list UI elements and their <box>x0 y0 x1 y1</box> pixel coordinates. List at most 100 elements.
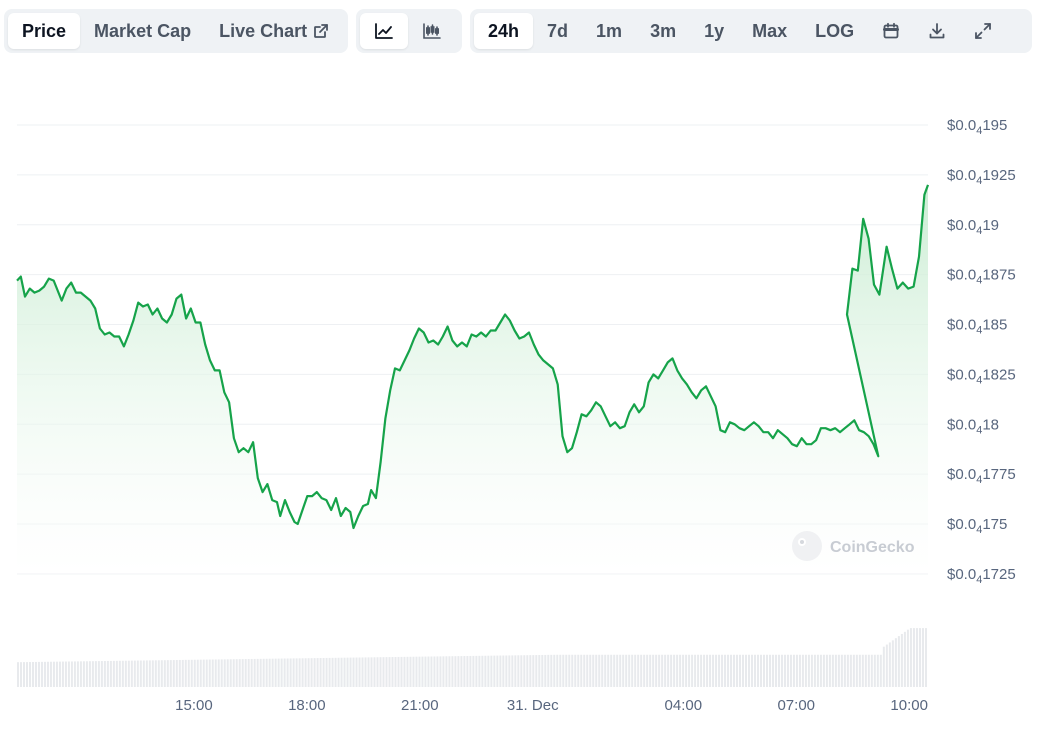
volume-bar <box>109 660 112 687</box>
volume-bar <box>262 658 265 687</box>
log-scale-toggle[interactable]: LOG <box>815 20 855 41</box>
volume-bar <box>481 655 484 687</box>
volume-bar <box>184 659 187 687</box>
tab-price[interactable]: Price <box>8 13 81 49</box>
volume-bar <box>565 654 568 687</box>
volume-bar <box>244 659 247 687</box>
volume-bar <box>921 628 924 687</box>
volume-bar <box>679 654 682 687</box>
volume-bar <box>739 654 742 687</box>
volume-bar <box>505 655 508 687</box>
volume-bar <box>472 655 475 687</box>
volume-bar <box>628 654 631 687</box>
volume-bar <box>607 654 610 687</box>
volume-bar <box>598 654 601 687</box>
volume-bar <box>490 655 493 687</box>
volume-bar <box>76 661 79 687</box>
view-tabs: Price Market Cap Live Chart <box>4 9 348 53</box>
volume-bar <box>613 654 616 687</box>
volume-bar <box>715 654 718 687</box>
volume-bar <box>268 658 271 687</box>
volume-bar <box>286 658 289 687</box>
volume-bar <box>789 654 792 687</box>
range-1m[interactable]: 1m <box>596 20 623 41</box>
volume-bar <box>706 654 709 687</box>
volume-bar <box>825 654 828 687</box>
volume-bar <box>801 654 804 687</box>
volume-bar <box>475 655 478 687</box>
volume-bar <box>843 654 846 687</box>
volume-bar <box>181 659 184 687</box>
volume-bar <box>280 658 283 687</box>
y-tick-label: $0.04175 <box>947 516 1007 536</box>
volume-bar <box>733 654 736 687</box>
volume-bar <box>97 661 100 687</box>
candlestick-icon <box>423 23 441 39</box>
external-link-icon <box>314 24 329 38</box>
x-tick-label: 04:00 <box>665 697 703 714</box>
volume-bars <box>17 628 927 687</box>
volume-bar <box>810 654 813 687</box>
candlestick-button[interactable] <box>408 13 456 49</box>
volume-bar <box>804 654 807 687</box>
volume-bar <box>673 654 676 687</box>
volume-bar <box>190 659 193 687</box>
volume-bar <box>211 659 214 687</box>
volume-bar <box>436 656 439 687</box>
fullscreen-button[interactable] <box>960 13 1006 49</box>
volume-bar <box>427 656 430 687</box>
volume-bar <box>223 659 226 687</box>
calendar-button[interactable] <box>868 13 914 49</box>
volume-bar <box>220 659 223 687</box>
volume-bar <box>538 655 541 687</box>
tab-live-chart[interactable]: Live Chart <box>205 13 343 49</box>
range-7d[interactable]: 7d <box>547 20 569 41</box>
volume-bar <box>762 654 765 687</box>
volume-bar <box>328 657 331 687</box>
volume-bar <box>145 660 148 687</box>
volume-bar <box>400 656 403 687</box>
volume-bar <box>325 657 328 687</box>
volume-bar <box>241 659 244 687</box>
volume-bar <box>310 658 313 687</box>
volume-bar <box>484 655 487 687</box>
volume-bar <box>445 656 448 687</box>
price-area <box>17 184 928 574</box>
volume-bar <box>391 657 394 687</box>
range-1y[interactable]: 1y <box>704 20 725 41</box>
download-button[interactable] <box>914 13 960 49</box>
volume-bar <box>649 654 652 687</box>
volume-bar <box>88 661 91 687</box>
volume-bar <box>352 657 355 687</box>
volume-bar <box>67 661 70 687</box>
download-icon <box>929 23 945 39</box>
range-3m[interactable]: 3m <box>650 20 677 41</box>
volume-bar <box>40 661 43 687</box>
volume-bar <box>379 657 382 687</box>
tab-live-chart-label: Live Chart <box>219 20 308 41</box>
volume-bar <box>31 661 34 687</box>
line-chart-button[interactable] <box>360 13 408 49</box>
volume-bar <box>412 656 415 687</box>
y-tick-label: $0.04185 <box>947 317 1007 337</box>
x-tick-label: 07:00 <box>777 697 815 714</box>
volume-bar <box>142 660 145 687</box>
volume-bar <box>682 654 685 687</box>
volume-bar <box>19 662 22 687</box>
volume-bar <box>367 657 370 687</box>
volume-bar <box>457 656 460 687</box>
volume-bar <box>226 659 229 687</box>
x-tick-label: 18:00 <box>288 697 326 714</box>
volume-bar <box>771 654 774 687</box>
volume-bar <box>430 656 433 687</box>
volume-bar <box>133 660 136 687</box>
range-24h[interactable]: 24h <box>474 13 534 49</box>
range-max[interactable]: Max <box>752 20 788 41</box>
tab-market-cap[interactable]: Market Cap <box>94 20 192 41</box>
volume-bar <box>676 654 679 687</box>
volume-bar <box>834 654 837 687</box>
volume-bar <box>819 654 822 687</box>
volume-bar <box>115 660 118 687</box>
volume-bar <box>160 660 163 687</box>
